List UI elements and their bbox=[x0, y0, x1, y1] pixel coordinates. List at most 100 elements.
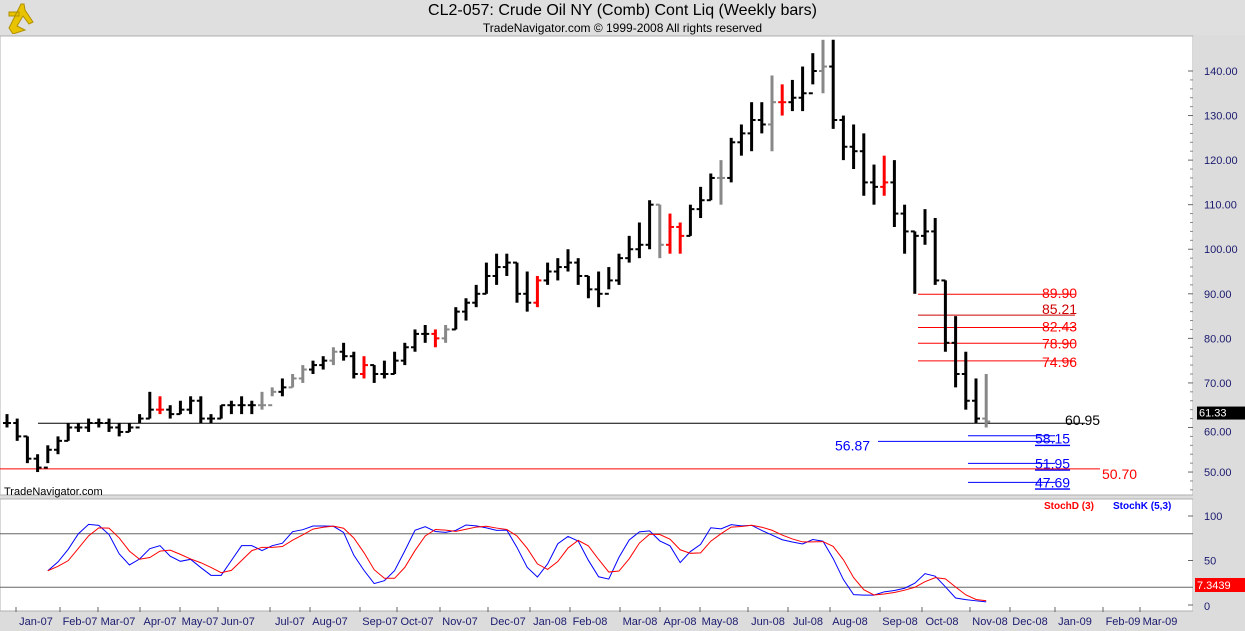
price-bar bbox=[829, 39, 838, 129]
level-label: 74.96 bbox=[1042, 354, 1077, 370]
price-bar bbox=[360, 356, 368, 379]
price-bar bbox=[655, 203, 664, 259]
price-bar bbox=[217, 404, 226, 420]
price-bar bbox=[543, 262, 552, 285]
x-tick-label: Jul-08 bbox=[793, 616, 823, 628]
x-tick-label: Dec-08 bbox=[1012, 616, 1047, 628]
price-bar bbox=[258, 391, 266, 410]
price-bar bbox=[3, 414, 11, 428]
x-tick-label: Nov-07 bbox=[442, 616, 477, 628]
y-tick-label: 80.00 bbox=[1204, 333, 1232, 345]
price-bar bbox=[594, 271, 603, 308]
price-bar bbox=[492, 253, 501, 285]
price-bar bbox=[819, 39, 827, 94]
price-bar bbox=[604, 267, 613, 295]
price-bar bbox=[105, 418, 113, 432]
price-bar bbox=[584, 274, 593, 299]
sextant-logo-icon bbox=[3, 2, 37, 39]
x-tick-label: Jan-08 bbox=[533, 616, 567, 628]
price-bar bbox=[196, 396, 205, 424]
x-tick-label: Apr-07 bbox=[143, 616, 176, 628]
price-bar bbox=[472, 284, 481, 308]
y-tick-label: 130.00 bbox=[1204, 111, 1238, 123]
price-bar bbox=[54, 436, 62, 455]
level-label: 56.87 bbox=[835, 437, 870, 453]
price-bar bbox=[135, 414, 144, 429]
price-bar bbox=[737, 124, 746, 156]
x-tick-label: Aug-08 bbox=[832, 616, 867, 628]
y-tick-label: 100.00 bbox=[1204, 244, 1238, 256]
x-tick-label: Jul-07 bbox=[275, 616, 305, 628]
price-bar bbox=[23, 435, 32, 464]
price-bar bbox=[64, 423, 73, 442]
chart-subtitle: TradeNavigator.com © 1999-2008 All right… bbox=[482, 21, 763, 35]
stoch-y-tick-label: 100 bbox=[1204, 511, 1222, 523]
level-label: 78.90 bbox=[1042, 335, 1077, 351]
price-bar bbox=[268, 387, 277, 407]
x-tick-label: Feb-09 bbox=[1106, 616, 1141, 628]
x-tick-label: Jan-09 bbox=[1058, 616, 1092, 628]
price-bar bbox=[74, 423, 83, 432]
y-tick-label: 140.00 bbox=[1204, 66, 1238, 78]
x-tick-label: May-08 bbox=[702, 616, 739, 628]
price-bar bbox=[910, 230, 919, 294]
level-label: 85.21 bbox=[1042, 301, 1077, 317]
last-price-label: 61.33 bbox=[1199, 408, 1227, 420]
price-bar bbox=[696, 186, 705, 219]
level-label: 89.90 bbox=[1042, 285, 1077, 301]
price-bar bbox=[329, 347, 338, 366]
price-bar bbox=[370, 364, 379, 383]
price-bar bbox=[349, 351, 358, 379]
price-bar bbox=[247, 400, 256, 415]
level-label: 82.43 bbox=[1042, 319, 1077, 335]
price-bar bbox=[482, 262, 491, 295]
stoch-y-tick-label: 50 bbox=[1204, 556, 1216, 568]
price-bar bbox=[798, 66, 807, 112]
x-tick-label: Sep-07 bbox=[362, 616, 397, 628]
price-bar bbox=[309, 360, 317, 375]
price-bar bbox=[400, 342, 409, 366]
level-label: 60.95 bbox=[1065, 412, 1100, 428]
watermark: TradeNavigator.com bbox=[4, 486, 103, 498]
price-bar bbox=[615, 253, 623, 285]
x-tick-label: Mar-07 bbox=[101, 616, 136, 628]
price-bar bbox=[870, 164, 878, 205]
price-bar bbox=[411, 329, 419, 352]
price-bar bbox=[625, 235, 634, 263]
price-bar bbox=[900, 204, 909, 254]
price-bar bbox=[727, 137, 736, 183]
price-bar bbox=[859, 133, 868, 196]
price-bar bbox=[839, 115, 848, 161]
price-bar bbox=[951, 316, 960, 388]
price-bar bbox=[13, 418, 22, 441]
x-tick-label: Mar-08 bbox=[623, 616, 658, 628]
price-bar bbox=[564, 249, 572, 272]
x-tick-label: Jun-08 bbox=[751, 616, 785, 628]
price-bar bbox=[227, 400, 236, 415]
price-bar bbox=[778, 84, 787, 116]
price-bar bbox=[156, 396, 164, 415]
y-tick-label: 60.00 bbox=[1204, 426, 1232, 438]
legend-stochk: StochK (5,3) bbox=[1113, 501, 1171, 512]
price-bar bbox=[84, 418, 93, 432]
x-tick-label: Nov-08 bbox=[972, 616, 1007, 628]
price-bar bbox=[941, 279, 950, 352]
price-bar bbox=[115, 423, 124, 437]
level-label: 51.95 bbox=[1035, 455, 1070, 471]
x-tick-label: Mar-09 bbox=[1143, 616, 1178, 628]
price-bar bbox=[982, 374, 991, 428]
price-bar bbox=[931, 218, 940, 285]
x-tick-label: Feb-07 bbox=[63, 616, 98, 628]
x-tick-label: Aug-07 bbox=[312, 616, 347, 628]
price-bar bbox=[237, 396, 246, 415]
chart-title: CL2-057: Crude Oil NY (Comb) Cont Liq (W… bbox=[428, 2, 817, 19]
x-tick-label: Jan-07 bbox=[19, 616, 53, 628]
price-bar bbox=[747, 102, 756, 152]
price-bar bbox=[849, 124, 858, 170]
price-bar bbox=[921, 209, 929, 245]
y-axis-area bbox=[1193, 36, 1245, 631]
price-bar bbox=[757, 102, 766, 134]
price-bar bbox=[533, 275, 542, 308]
price-bar bbox=[462, 298, 470, 321]
x-tick-label: Oct-07 bbox=[400, 616, 433, 628]
